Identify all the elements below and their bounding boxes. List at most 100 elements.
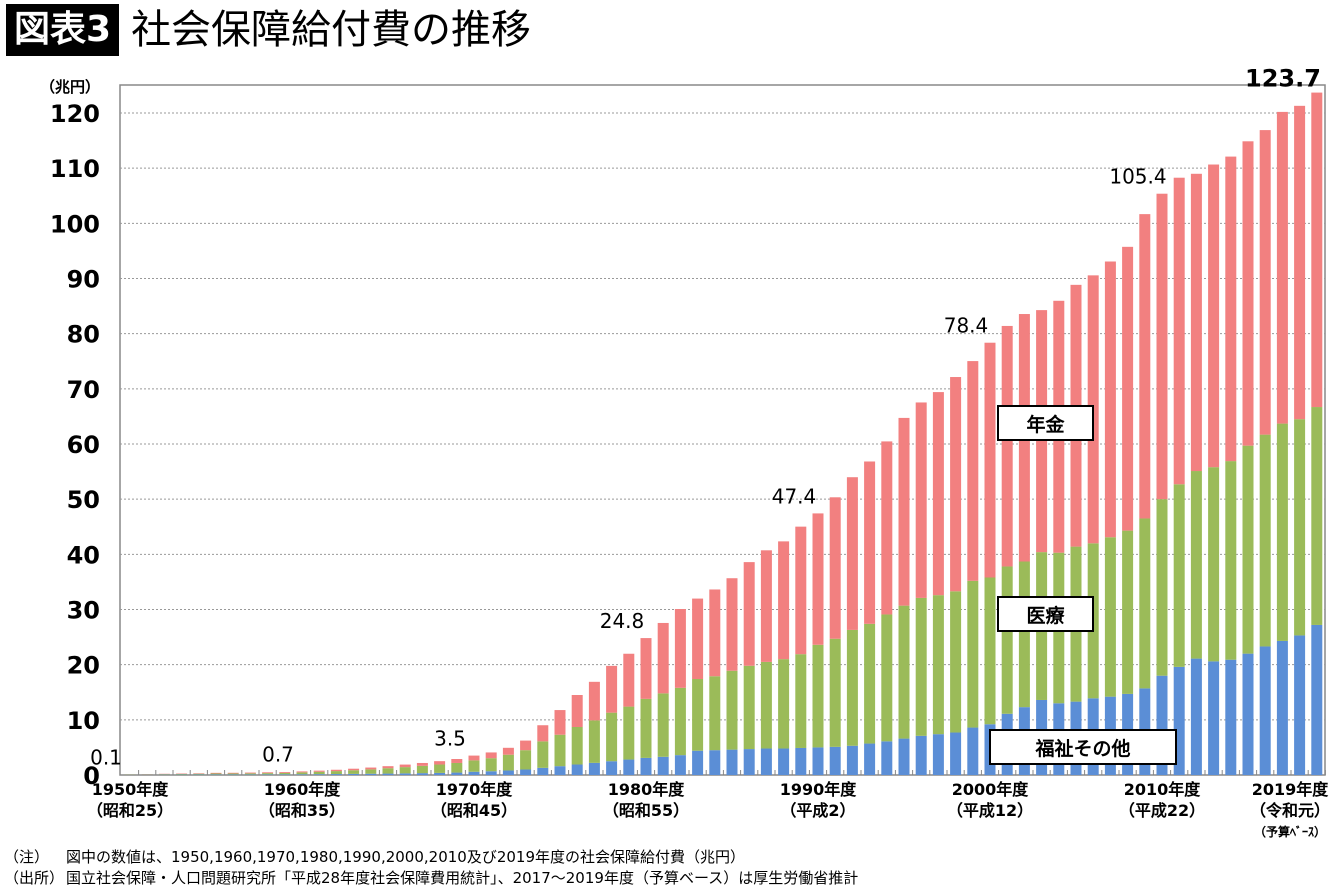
bar-segment — [692, 679, 704, 751]
bar-segment — [537, 767, 549, 775]
bar-segment — [571, 695, 583, 728]
y-tick-label: 10 — [67, 707, 100, 735]
data-label: 0.7 — [262, 742, 294, 766]
bar-segment — [1259, 646, 1271, 775]
bar-segment — [606, 712, 618, 762]
bar-segment — [537, 725, 549, 742]
bar-segment — [898, 417, 910, 606]
bar-segment — [623, 706, 635, 760]
bar-segment — [468, 755, 480, 761]
bar-segment — [915, 735, 927, 775]
x-tick-label: 1980年度 — [608, 780, 686, 799]
x-tick-sublabel: （平成2） — [780, 801, 855, 820]
bar-segment — [778, 748, 790, 775]
bar-segment — [537, 741, 549, 768]
bar-segment — [1225, 156, 1237, 462]
bar-segment — [1001, 566, 1013, 714]
bar-segment — [950, 377, 962, 592]
bar-segment — [846, 477, 858, 630]
bar-segment — [898, 738, 910, 775]
bar-segment — [1225, 659, 1237, 775]
series-label-box — [997, 405, 1094, 441]
bar-segment — [795, 526, 807, 655]
bar-segment — [898, 605, 910, 739]
bar-segment — [1208, 164, 1220, 468]
bar-segment — [485, 758, 497, 772]
bar-segment — [1190, 173, 1202, 472]
bar-segment — [279, 772, 291, 775]
bar-segment — [434, 761, 446, 765]
bar-segment — [279, 772, 291, 773]
bar-segment — [1190, 471, 1202, 659]
bar-segment — [210, 773, 222, 775]
y-tick-label: 110 — [50, 155, 100, 183]
bar-segment — [657, 693, 669, 757]
y-tick-label: 20 — [67, 652, 100, 680]
bar-segment — [881, 614, 893, 742]
bar-segment — [296, 771, 308, 773]
x-tick-label: 1990年度 — [780, 780, 858, 799]
bar-segment — [330, 769, 342, 772]
y-tick-label: 70 — [67, 376, 100, 404]
bar-segment — [348, 770, 360, 774]
bar-segment — [571, 764, 583, 775]
bar-segment — [1242, 141, 1254, 446]
bar-segment — [726, 670, 738, 750]
bar-segment — [382, 766, 394, 769]
bar-segment — [864, 623, 876, 744]
bar-segment — [382, 773, 394, 775]
series-label: 福祉その他 — [1034, 737, 1130, 760]
bar-segment — [657, 756, 669, 775]
bar-segment — [348, 773, 360, 775]
bar-segment — [692, 750, 704, 775]
x-tick-sublabel: （昭和55） — [603, 801, 689, 820]
data-label: 123.7 — [1245, 65, 1321, 93]
note-key: （注） — [4, 848, 50, 866]
bar-segment — [881, 741, 893, 775]
bar-segment — [1208, 661, 1220, 775]
bar-segment — [244, 772, 256, 774]
x-tick-label: 2019年度 — [1252, 780, 1330, 799]
bar-segment — [846, 629, 858, 746]
bar-segment — [176, 773, 188, 775]
x-tick-sublabel: （昭和35） — [259, 801, 345, 820]
bar-segment — [296, 772, 308, 775]
bar-segment — [262, 772, 274, 774]
bar-segment — [330, 771, 342, 775]
bar-segment — [674, 755, 686, 775]
bar-segment — [864, 461, 876, 624]
y-tick-label: 0 — [83, 762, 100, 790]
bar-segment — [365, 767, 377, 770]
bar-segment — [227, 773, 239, 775]
bar-segment — [502, 747, 514, 755]
bar-segment — [778, 659, 790, 749]
bar-segment — [520, 740, 532, 751]
bar-segment — [502, 770, 514, 775]
bar-segment — [1156, 499, 1168, 676]
bar-segment — [451, 772, 463, 775]
bar-segment — [1139, 214, 1151, 519]
series-label-box — [997, 596, 1094, 632]
bar-segment — [726, 749, 738, 775]
bar-segment — [365, 773, 377, 775]
bar-segment — [520, 769, 532, 775]
bar-segment — [554, 766, 566, 775]
bar-segment — [554, 734, 566, 767]
bar-segment — [623, 653, 635, 707]
bar-segment — [210, 772, 222, 774]
bar-segment — [451, 759, 463, 763]
bar-segment — [829, 638, 841, 747]
bar-segment — [434, 764, 446, 773]
bar-segment — [244, 773, 256, 775]
bar-segment — [932, 734, 944, 775]
y-tick-label: 120 — [50, 100, 100, 128]
bar-segment — [1242, 653, 1254, 775]
bar-segment — [709, 589, 721, 677]
bar-segment — [227, 772, 239, 774]
x-tick-sublabel: （平成22） — [1119, 801, 1205, 820]
bar-segment — [674, 687, 686, 756]
bar-segment — [520, 750, 532, 770]
bar-segment — [416, 773, 428, 775]
source-line: （出所） 国立社会保障・人口問題研究所「平成28年度社会保障費用統計」、2017～… — [4, 867, 858, 888]
bar-segment — [657, 622, 669, 694]
